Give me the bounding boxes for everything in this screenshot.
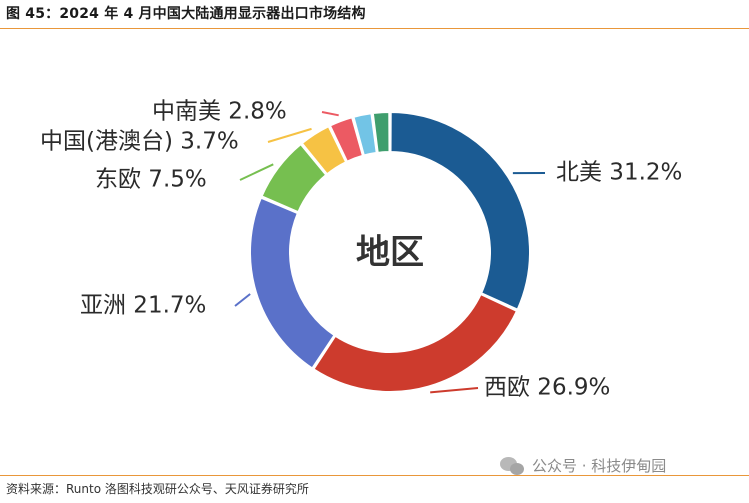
leader-lines xyxy=(234,111,546,394)
center-label: 地区 xyxy=(356,233,424,273)
slice-label-3: 东欧 7.5% xyxy=(95,167,207,193)
watermark-text: 公众号 · 科技伊甸园 xyxy=(532,457,667,475)
slice-label-4: 中国(港澳台) 3.7% xyxy=(40,129,239,155)
slice-label-5: 中南美 2.8% xyxy=(152,99,287,125)
footer-divider xyxy=(0,475,749,476)
slice-6 xyxy=(352,112,378,157)
leader-line-3 xyxy=(239,163,274,181)
slice-4 xyxy=(300,124,348,176)
slice-0 xyxy=(389,110,531,311)
leader-line-1 xyxy=(430,387,479,394)
slice-7 xyxy=(371,110,391,154)
slice-label-2: 亚洲 21.7% xyxy=(80,293,206,319)
slice-5 xyxy=(328,116,365,164)
leader-line-2 xyxy=(234,293,251,307)
slice-labels: 北美 31.2% 西欧 26.9% 亚洲 21.7% 东欧 7.5% 中国(港澳台) 3… xyxy=(40,99,682,401)
wechat-icon xyxy=(500,456,526,476)
source-note: 资料来源：Runto 洛图科技观研公众号、天风证券研究所 xyxy=(6,482,309,496)
donut-chart: 北美 31.2% 西欧 26.9% 亚洲 21.7% 东欧 7.5% 中国(港澳台) 3… xyxy=(40,99,682,401)
leader-line-5 xyxy=(321,111,339,117)
figure-title: 图 45：2024 年 4 月中国大陆通用显示器出口市场结构 xyxy=(6,6,366,22)
title-divider xyxy=(0,28,749,29)
watermark: 公众号 · 科技伊甸园 xyxy=(500,455,666,476)
slice-label-1: 西欧 26.9% xyxy=(484,375,610,401)
slice-2 xyxy=(249,196,336,370)
slice-label-0: 北美 31.2% xyxy=(556,160,682,186)
slice-3 xyxy=(260,142,328,214)
leader-line-4 xyxy=(267,127,312,143)
slice-1 xyxy=(312,292,519,393)
donut-slices xyxy=(249,110,531,393)
